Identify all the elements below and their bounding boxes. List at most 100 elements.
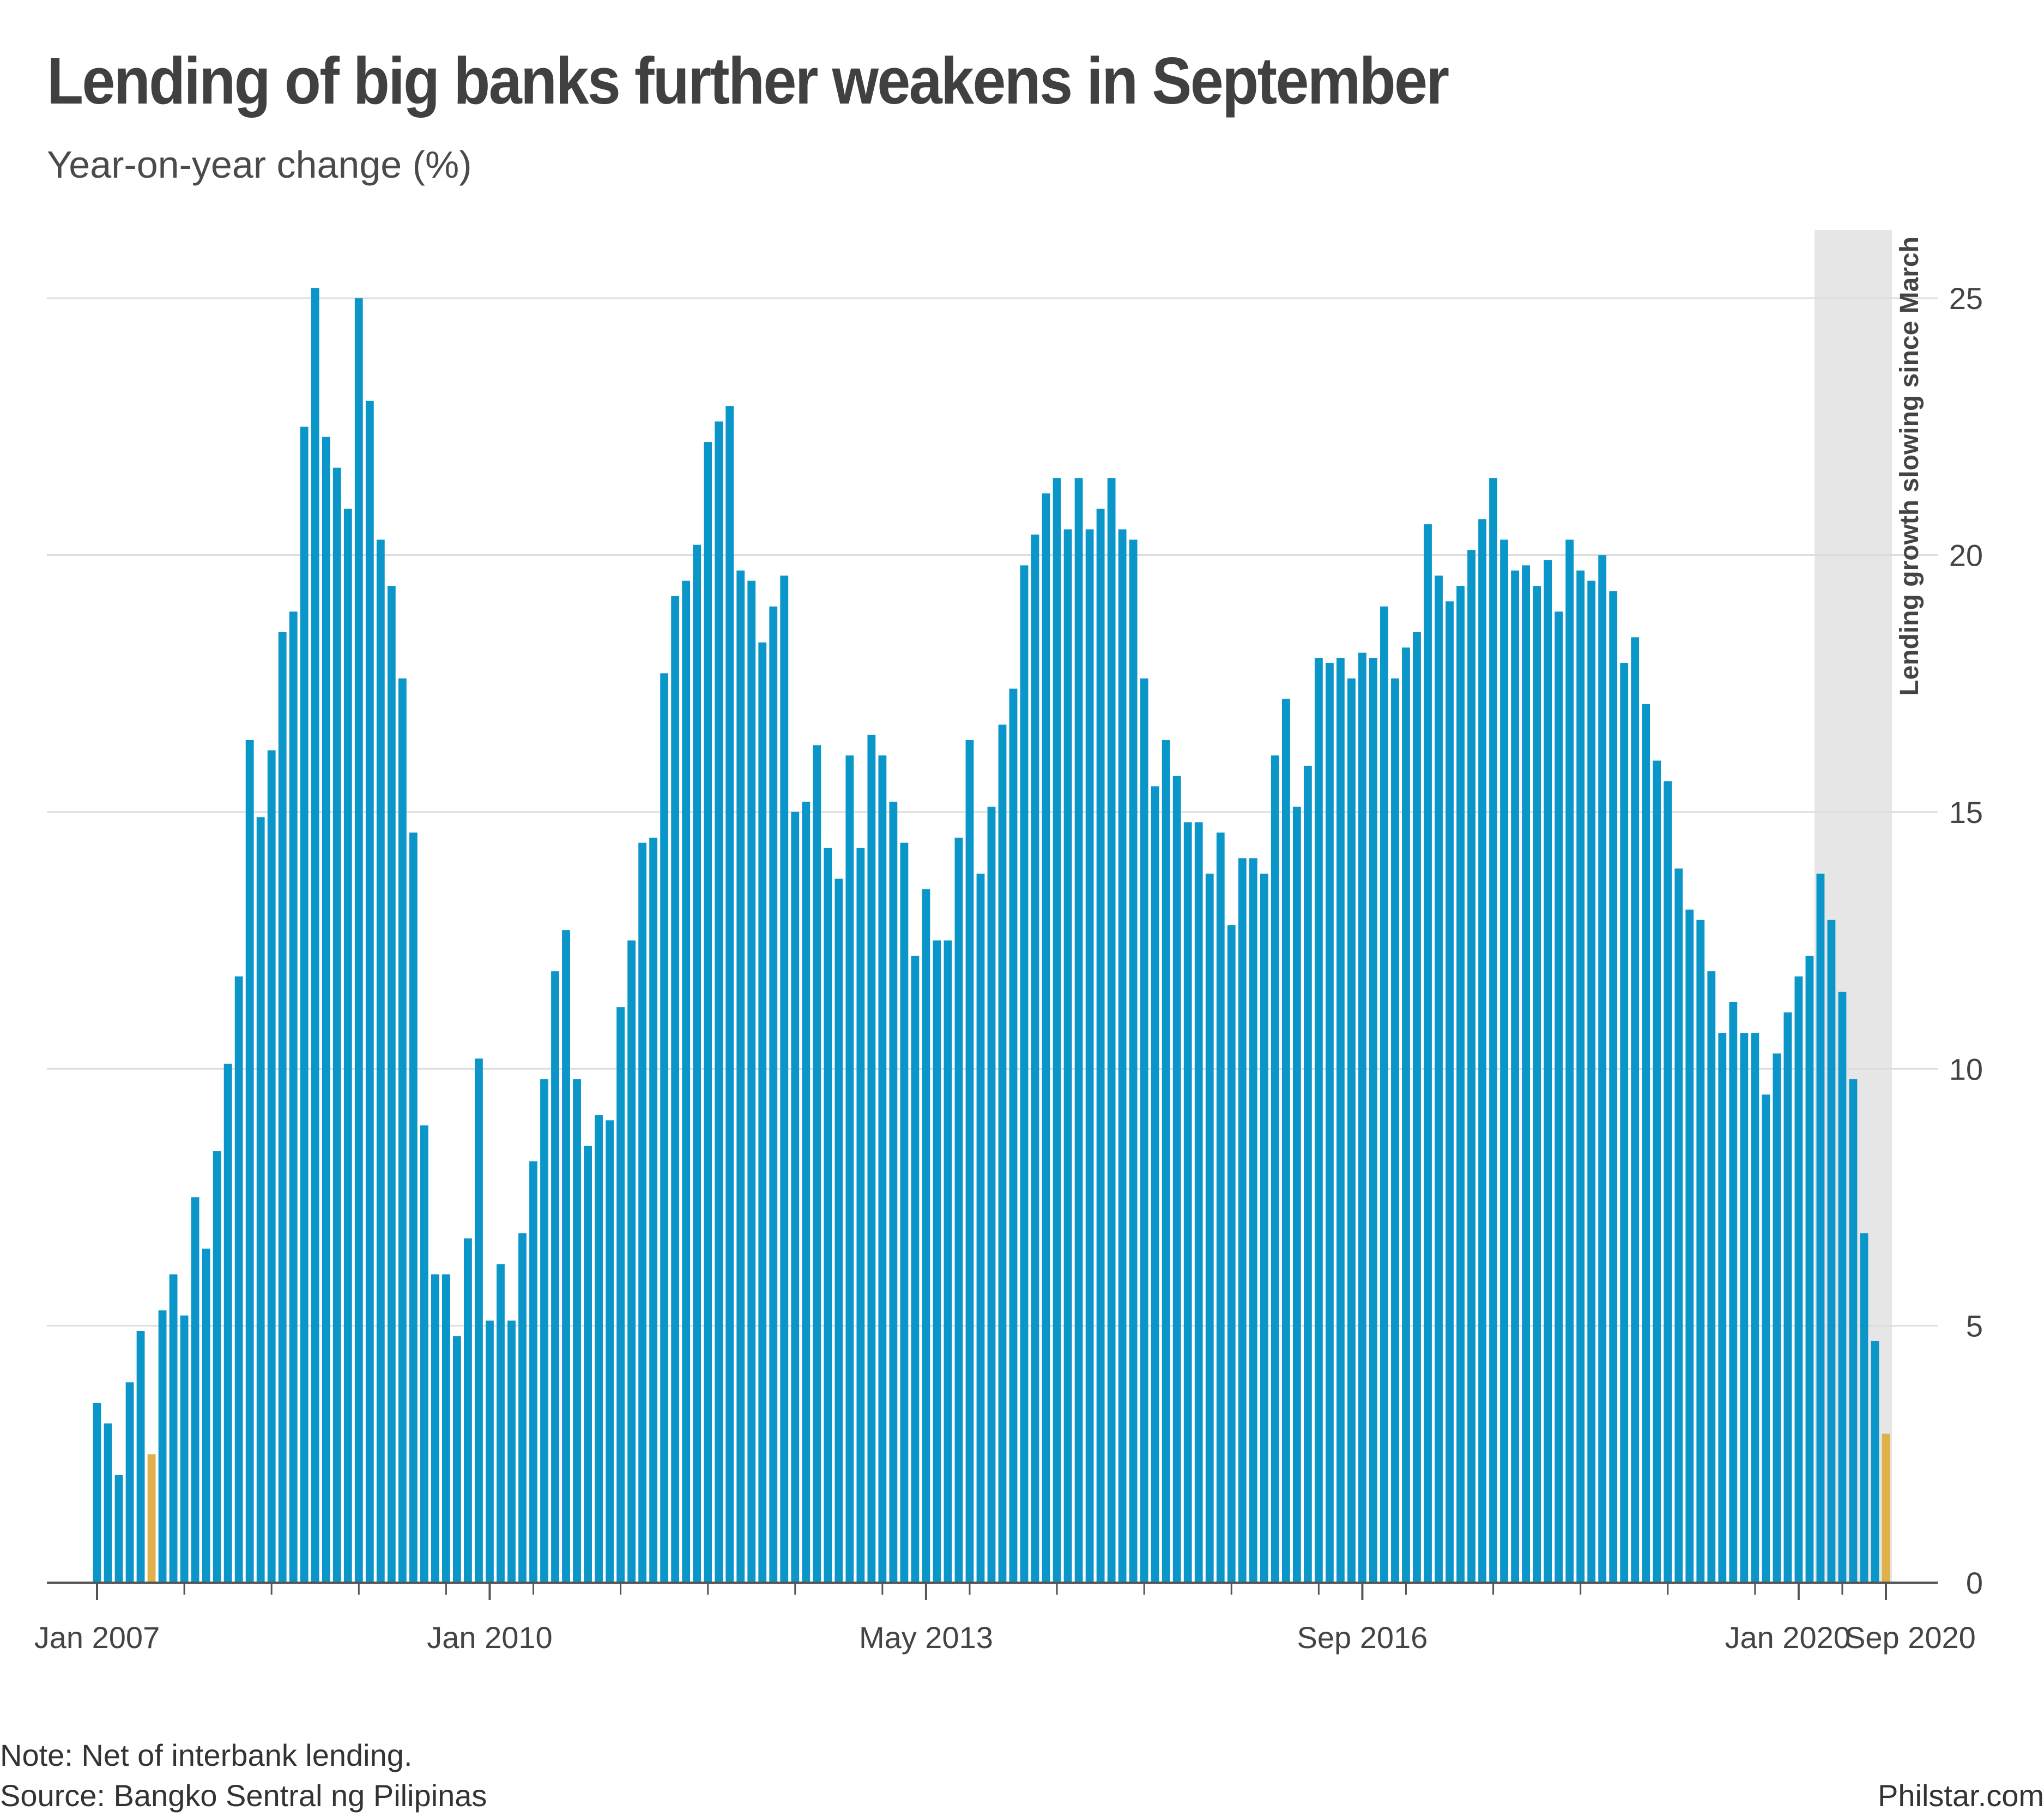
bar-apr-2017 (1435, 576, 1443, 1583)
bar-dec-2014 (1129, 540, 1138, 1583)
bar-nov-2009 (464, 1238, 472, 1583)
y-axis-labels: 0 5 10 15 20 25 (1949, 281, 1983, 1600)
bar-jun-2011 (671, 596, 680, 1583)
bar-jun-2017 (1456, 586, 1465, 1583)
bar-jun-2010 (540, 1079, 548, 1583)
bar-jan-2014 (1009, 688, 1018, 1583)
bar-mar-2013 (900, 843, 909, 1583)
bar-mar-2007 (114, 1475, 123, 1583)
bar-nov-2017 (1511, 570, 1519, 1583)
bar-feb-2015 (1151, 786, 1159, 1583)
bar-dec-2012 (867, 735, 876, 1583)
bar-sep-2018 (1620, 663, 1629, 1583)
x-axis-ticks: Jan 2007 Jan 2010 May 2013 Sep 2016 Jan 2020… (34, 1583, 1976, 1655)
bar-nov-2019 (1773, 1053, 1781, 1583)
bar-jun-2019 (1718, 1033, 1727, 1583)
y-tick-label: 15 (1949, 795, 1983, 829)
bar-oct-2007 (191, 1197, 199, 1583)
bar-aug-2007 (169, 1274, 178, 1583)
bar-dec-2015 (1260, 874, 1268, 1583)
bar-feb-2013 (889, 802, 898, 1583)
bar-jun-2009 (409, 832, 418, 1583)
x-tick-label: Sep 2016 (1297, 1620, 1428, 1655)
bar-jan-2009 (354, 298, 363, 1583)
bar-jul-2010 (551, 971, 559, 1583)
bar-jul-2007 (158, 1310, 167, 1583)
bar-jun-2015 (1194, 822, 1203, 1583)
bar-sep-2014 (1096, 508, 1105, 1583)
bar-aug-2015 (1216, 832, 1225, 1583)
y-tick-label: 25 (1949, 281, 1983, 316)
bar-oct-2012 (845, 755, 854, 1583)
bar-feb-2007 (104, 1423, 112, 1583)
bar-nov-2010 (595, 1115, 603, 1583)
bar-jun-2014 (1063, 529, 1072, 1583)
bar-nov-2015 (1249, 858, 1257, 1583)
bar-jan-2012 (747, 580, 756, 1583)
bar-sep-2017 (1489, 478, 1497, 1583)
bar-sep-2013 (965, 740, 974, 1583)
y-tick-label: 20 (1949, 538, 1983, 573)
bar-may-2020 (1838, 991, 1847, 1583)
bar-oct-2008 (322, 437, 330, 1583)
bar-jun-2016 (1325, 663, 1334, 1583)
bar-may-2009 (398, 678, 407, 1583)
bar-aug-2012 (824, 847, 832, 1583)
bar-jul-2014 (1074, 478, 1083, 1583)
bar-apr-2016 (1303, 766, 1312, 1583)
bar-dec-2010 (606, 1120, 614, 1583)
bar-sep-2008 (311, 288, 319, 1583)
bar-mar-2010 (507, 1321, 516, 1583)
shaded-period-annotation: Lending growth slowing since March (1895, 237, 1924, 696)
bar-apr-2013 (911, 955, 920, 1583)
bar-mar-2019 (1685, 910, 1694, 1583)
bar-dec-2018 (1653, 760, 1661, 1583)
chart-title: Lending of big banks further weakens in … (47, 44, 1449, 118)
bar-apr-2009 (387, 586, 396, 1583)
bar-jun-2012 (802, 802, 811, 1583)
bar-jan-2020 (1794, 976, 1803, 1583)
bar-aug-2014 (1085, 529, 1094, 1583)
bar-dec-2013 (998, 724, 1007, 1583)
bar-feb-2014 (1020, 565, 1029, 1583)
bar-mar-2018 (1555, 611, 1563, 1583)
bar-jan-2015 (1140, 678, 1148, 1583)
bar-feb-2012 (758, 642, 767, 1583)
bar-oct-2010 (584, 1146, 592, 1583)
bar-sep-2016 (1358, 652, 1366, 1583)
x-tick-label: Jan 2010 (427, 1620, 552, 1655)
bar-jul-2011 (682, 580, 691, 1583)
bar-feb-2017 (1413, 632, 1421, 1583)
y-tick-label: 0 (1966, 1566, 1983, 1600)
bar-dec-2011 (736, 570, 745, 1583)
bar-apr-2018 (1565, 540, 1574, 1583)
chart-subtitle: Year-on-year change (%) (47, 143, 472, 186)
bar-may-2014 (1053, 478, 1061, 1583)
bar-aug-2009 (431, 1274, 439, 1583)
bar-oct-2019 (1762, 1094, 1770, 1583)
bar-oct-2011 (715, 421, 723, 1583)
bar-jan-2018 (1533, 586, 1541, 1583)
bar-apr-2008 (256, 817, 265, 1583)
bar-mar-2014 (1031, 534, 1039, 1583)
y-tick-label: 5 (1966, 1309, 1983, 1343)
bar-sep-2012 (834, 879, 843, 1583)
bar-sep-2011 (704, 442, 712, 1583)
bar-apr-2010 (518, 1233, 527, 1583)
bar-jan-2019 (1664, 781, 1672, 1583)
bar-sep-2019 (1751, 1033, 1759, 1583)
bars (93, 288, 1890, 1583)
bar-nov-2008 (332, 468, 341, 1583)
bar-mar-2015 (1162, 740, 1170, 1583)
bar-jan-2011 (616, 1007, 625, 1583)
bar-jun-2020 (1849, 1079, 1858, 1583)
bar-dec-2008 (343, 508, 352, 1583)
bar-apr-2019 (1696, 919, 1705, 1583)
bar-jan-2017 (1402, 647, 1410, 1583)
bar-oct-2016 (1369, 658, 1377, 1583)
bar-jul-2009 (420, 1125, 428, 1583)
bar-dec-2007 (213, 1151, 221, 1583)
bar-dec-2017 (1522, 565, 1530, 1583)
bar-apr-2015 (1172, 776, 1181, 1583)
bar-mar-2017 (1424, 524, 1432, 1583)
